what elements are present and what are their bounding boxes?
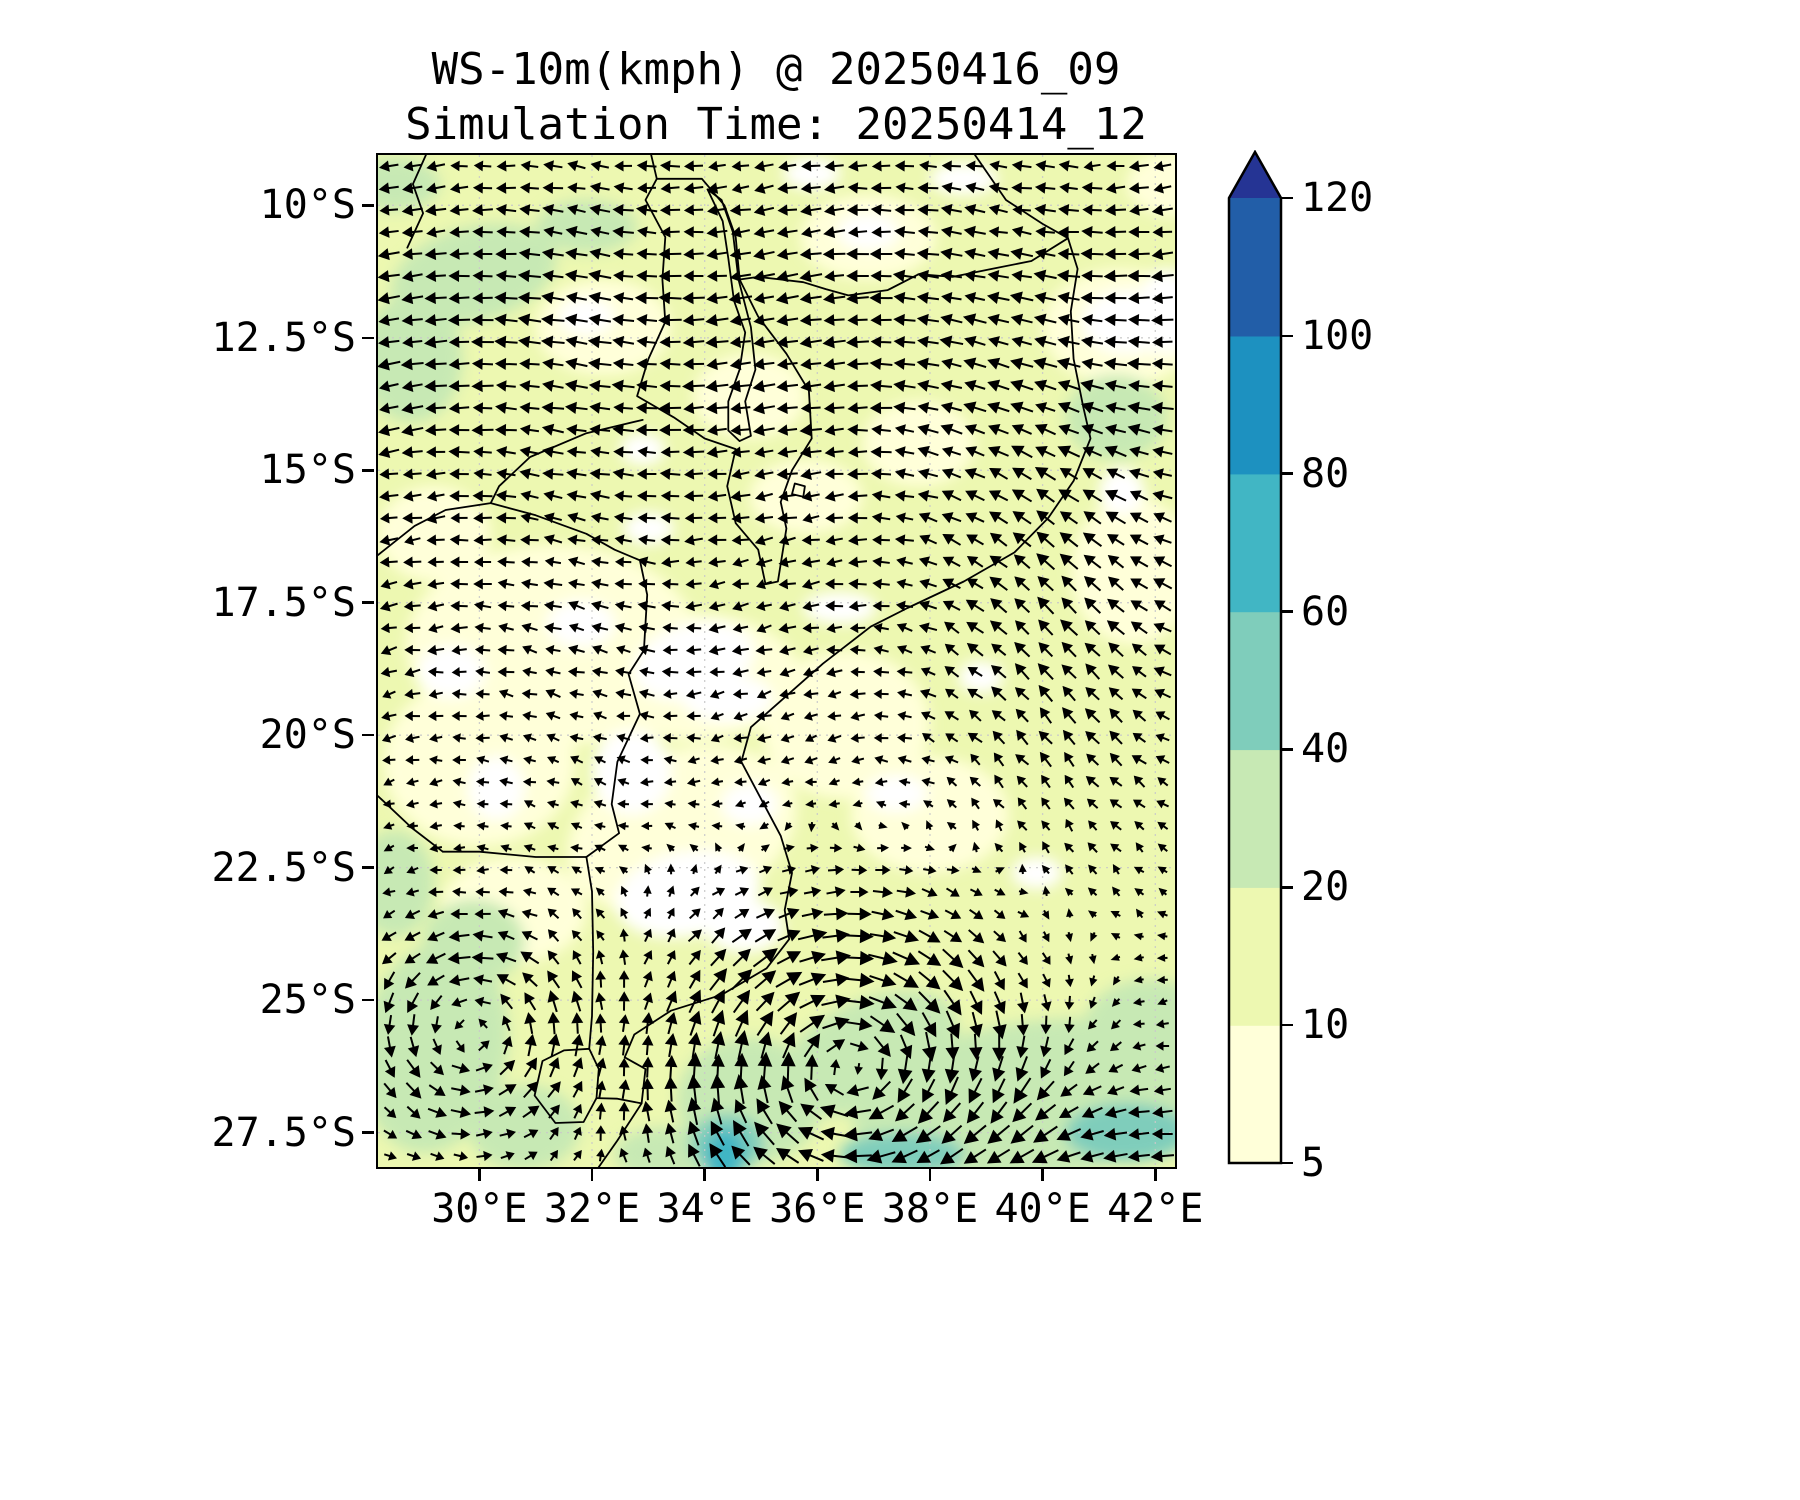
x-axis-tick <box>1041 1169 1044 1181</box>
x-tick-label: 36°E <box>769 1186 866 1232</box>
x-tick-label: 34°E <box>656 1186 753 1232</box>
colorbar-tick <box>1281 748 1293 751</box>
colorbar-extend-triangle <box>1229 152 1281 198</box>
chart-title-block: WS-10m(kmph) @ 20250416_09 Simulation Ti… <box>405 42 1147 152</box>
x-tick-label: 40°E <box>994 1186 1091 1232</box>
y-tick-label: 22.5°S <box>211 844 357 891</box>
colorbar-tick-label: 120 <box>1301 175 1374 221</box>
y-tick-label: 27.5°S <box>211 1109 357 1156</box>
x-axis-tick <box>703 1169 706 1181</box>
y-axis-tick <box>362 733 374 737</box>
y-axis-tick <box>362 204 374 207</box>
y-axis-tick <box>362 601 374 604</box>
y-tick-label: 17.5°S <box>211 579 357 626</box>
wind-arrows-layer <box>378 160 1175 1167</box>
colorbar-scale <box>1227 149 1283 1170</box>
y-tick-label: 20°S <box>259 712 356 759</box>
x-axis-tick <box>928 1169 932 1181</box>
colorbar-tick <box>1281 472 1293 475</box>
colorbar-tick <box>1281 334 1293 338</box>
x-tick-label: 38°E <box>881 1186 979 1232</box>
colorbar-tick <box>1281 1023 1293 1027</box>
y-axis-tick <box>362 866 374 869</box>
colorbar-tick-label: 60 <box>1301 588 1350 635</box>
colorbar-tick-label: 10 <box>1301 1002 1350 1049</box>
chart-subtitle: Simulation Time: 20250414_12 <box>405 99 1147 150</box>
map-svg <box>378 155 1175 1167</box>
y-axis-tick <box>362 336 374 340</box>
x-axis-tick <box>478 1169 481 1181</box>
x-axis-tick <box>590 1169 594 1181</box>
colorbar-tick <box>1281 886 1293 889</box>
x-axis-tick <box>816 1169 819 1181</box>
y-axis-tick <box>362 1131 374 1134</box>
x-tick-label: 30°E <box>431 1186 528 1232</box>
colorbar-tick <box>1281 196 1293 200</box>
y-tick-label: 25°S <box>259 977 356 1024</box>
x-axis-tick <box>1154 1169 1157 1181</box>
x-tick-label: 32°E <box>543 1186 641 1232</box>
colorbar-tick-label: 40 <box>1301 726 1350 773</box>
x-tick-label: 42°E <box>1107 1186 1204 1232</box>
colorbar-tick-label: 80 <box>1301 450 1350 497</box>
colorbar-tick-label: 20 <box>1301 864 1350 911</box>
chart-title: WS-10m(kmph) @ 20250416_09 <box>431 44 1121 95</box>
colorbar-tick <box>1281 1161 1293 1165</box>
colorbar-tick-label: 100 <box>1301 312 1374 359</box>
y-tick-label: 15°S <box>259 447 356 494</box>
y-axis-tick <box>362 998 374 1002</box>
map-plot-area <box>376 153 1177 1169</box>
y-axis-tick <box>362 469 374 472</box>
y-tick-label: 10°S <box>259 182 356 229</box>
colorbar-tick-label: 5 <box>1301 1140 1326 1186</box>
y-tick-label: 12.5°S <box>211 314 357 361</box>
colorbar-tick <box>1281 610 1293 613</box>
